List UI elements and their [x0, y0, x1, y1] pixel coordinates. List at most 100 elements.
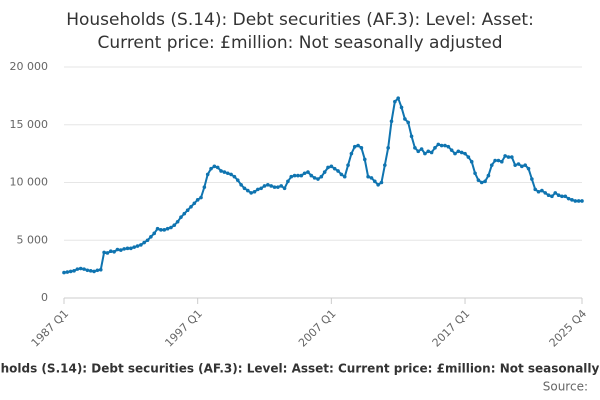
- data-point: [108, 249, 113, 254]
- data-point: [336, 169, 340, 173]
- data-point: [523, 163, 527, 167]
- data-point: [439, 143, 444, 148]
- chart-title: Households (S.14): Debt securities (AF.3…: [66, 10, 534, 30]
- data-point: [262, 184, 267, 188]
- data-point: [309, 173, 314, 178]
- data-point: [242, 186, 247, 191]
- y-tick-label: 10 000: [10, 176, 49, 189]
- data-point: [403, 117, 407, 121]
- x-tick-label: 2007 Q1: [296, 307, 339, 350]
- y-tick-label: 20 000: [10, 60, 49, 73]
- data-point: [316, 177, 320, 181]
- data-point: [383, 163, 387, 167]
- data-point: [152, 231, 157, 236]
- data-point: [576, 199, 581, 203]
- data-point: [239, 183, 243, 187]
- data-point: [246, 188, 250, 193]
- data-point: [540, 188, 544, 193]
- x-tick-label: 2025 Q4: [547, 307, 590, 350]
- data-point: [499, 159, 504, 164]
- data-point: [142, 240, 147, 245]
- data-point: [159, 228, 163, 232]
- data-point: [446, 144, 451, 149]
- data-point: [376, 183, 380, 187]
- data-point: [553, 191, 558, 195]
- data-point: [256, 187, 260, 192]
- footer-title: holds (S.14): Debt securities (AF.3): Le…: [1, 362, 600, 376]
- data-point: [92, 269, 96, 274]
- data-point: [479, 180, 484, 185]
- data-point: [259, 186, 263, 191]
- data-point: [68, 269, 73, 274]
- data-point: [135, 244, 140, 248]
- data-point: [122, 247, 126, 251]
- data-point: [162, 228, 167, 232]
- data-point: [215, 165, 220, 170]
- data-point: [456, 149, 461, 154]
- data-point: [399, 105, 404, 110]
- data-point: [119, 248, 123, 252]
- data-point: [88, 269, 93, 273]
- data-point: [346, 163, 350, 167]
- data-point: [279, 184, 284, 188]
- data-point: [165, 226, 170, 231]
- data-point: [125, 246, 130, 251]
- data-point: [312, 176, 317, 180]
- data-point: [205, 172, 210, 177]
- data-point: [249, 191, 253, 195]
- data-point: [369, 176, 374, 180]
- data-point: [98, 267, 103, 272]
- data-point: [496, 158, 501, 163]
- data-point: [62, 270, 66, 275]
- x-tick-label: 1987 Q1: [29, 307, 72, 350]
- data-point: [373, 179, 377, 184]
- data-point: [219, 169, 223, 173]
- data-point: [352, 144, 357, 149]
- data-point: [493, 158, 497, 163]
- data-point: [139, 243, 143, 247]
- data-point: [269, 184, 274, 188]
- data-point: [520, 164, 524, 169]
- data-point: [72, 269, 76, 273]
- data-point: [533, 187, 538, 192]
- data-point: [252, 189, 257, 194]
- data-point: [356, 143, 360, 148]
- data-point: [202, 185, 207, 189]
- data-point: [359, 146, 364, 150]
- data-point: [75, 267, 80, 271]
- data-point: [132, 245, 136, 249]
- data-point: [155, 226, 160, 231]
- data-point: [413, 146, 417, 150]
- data-point: [112, 250, 116, 254]
- data-point: [550, 194, 554, 199]
- data-point: [449, 148, 454, 152]
- data-point: [530, 177, 534, 181]
- data-point: [349, 151, 354, 156]
- data-point: [199, 195, 203, 200]
- data-point: [286, 179, 290, 184]
- data-point: [566, 196, 571, 201]
- data-point: [82, 267, 86, 271]
- y-tick-label: 0: [41, 291, 48, 304]
- data-point: [78, 266, 83, 271]
- data-point: [573, 199, 578, 203]
- data-point: [443, 143, 447, 148]
- data-point: [453, 151, 457, 156]
- data-point: [560, 194, 564, 199]
- data-point: [182, 211, 187, 216]
- data-point: [526, 166, 531, 171]
- data-point: [289, 174, 294, 179]
- data-point: [195, 198, 200, 202]
- data-point: [282, 186, 287, 191]
- data-point: [229, 172, 233, 177]
- data-point: [179, 215, 183, 219]
- data-point: [342, 174, 347, 179]
- data-point: [389, 119, 394, 124]
- y-tick-label: 15 000: [10, 118, 49, 131]
- data-point: [235, 178, 240, 182]
- data-point: [546, 193, 551, 198]
- data-point: [463, 151, 467, 156]
- data-point: [516, 162, 521, 166]
- data-point: [319, 174, 324, 179]
